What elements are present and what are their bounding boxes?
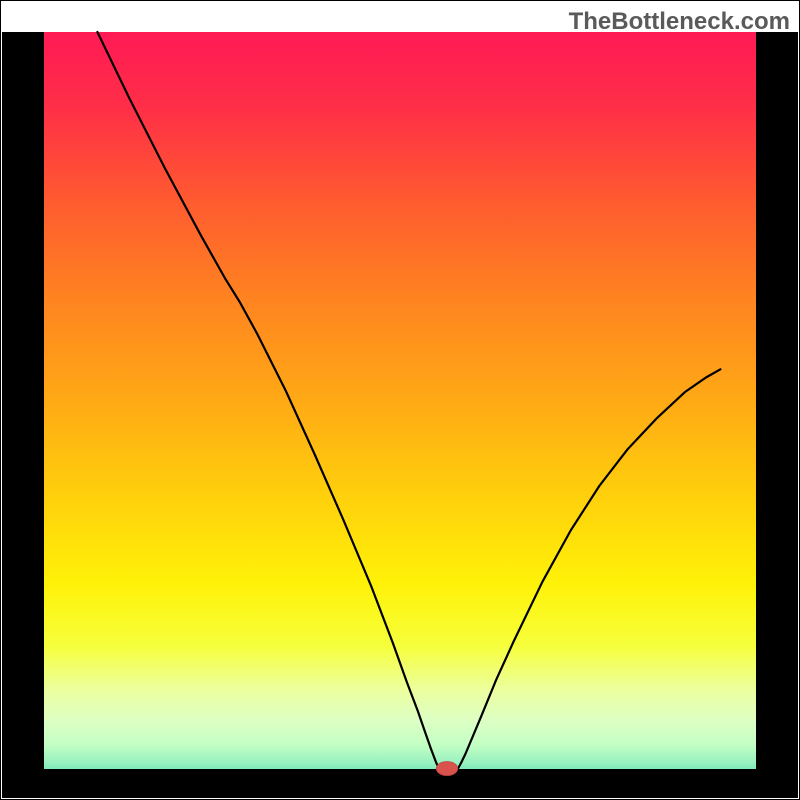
frame-bottom xyxy=(2,770,798,798)
chart-svg xyxy=(0,0,800,800)
plot-background xyxy=(2,32,798,798)
frame-right xyxy=(756,32,798,798)
optimal-marker xyxy=(436,762,457,776)
frame-left xyxy=(2,32,44,798)
chart-container: TheBottleneck.com xyxy=(0,0,800,800)
